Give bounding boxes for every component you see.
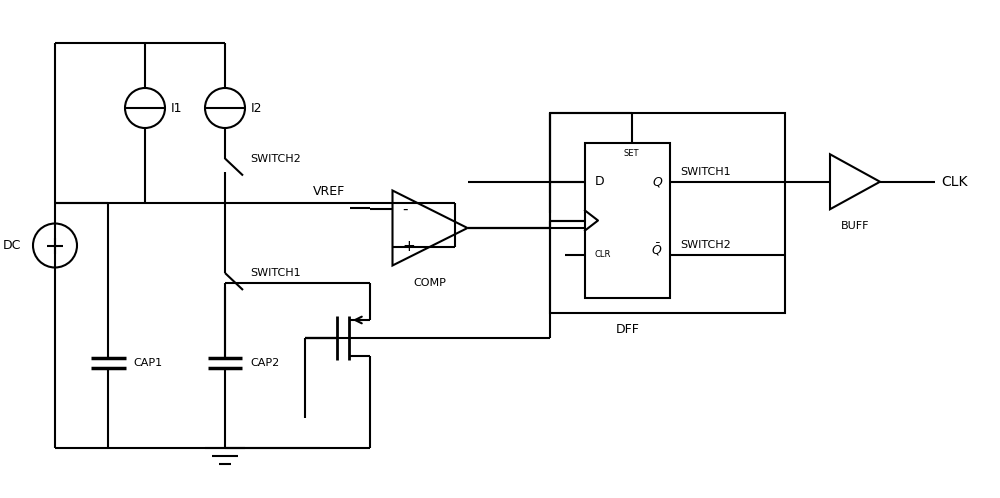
Bar: [550, 113, 785, 313]
Text: BUFF: BUFF: [841, 221, 869, 231]
Text: Q: Q: [652, 175, 662, 188]
Text: DFF: DFF: [616, 323, 639, 336]
Text: SWITCH1: SWITCH1: [680, 167, 731, 177]
Text: I1: I1: [171, 102, 182, 115]
Text: SWITCH2: SWITCH2: [680, 240, 731, 249]
Text: SET: SET: [624, 149, 640, 158]
Text: DC: DC: [3, 239, 21, 252]
Text: $\bar{Q}$: $\bar{Q}$: [651, 242, 662, 258]
Text: CAP1: CAP1: [134, 358, 163, 368]
Text: SWITCH2: SWITCH2: [250, 153, 301, 163]
Text: -: -: [402, 202, 408, 217]
Text: SWITCH1: SWITCH1: [250, 268, 301, 278]
Text: CLK: CLK: [941, 175, 968, 189]
Text: D: D: [595, 175, 605, 188]
Text: I2: I2: [251, 102, 262, 115]
Bar: [585, 143, 670, 298]
Text: CLR: CLR: [595, 250, 611, 259]
Text: CAP2: CAP2: [250, 358, 280, 368]
Text: VREF: VREF: [313, 185, 345, 198]
Text: COMP: COMP: [414, 277, 446, 287]
Text: +: +: [402, 239, 415, 254]
